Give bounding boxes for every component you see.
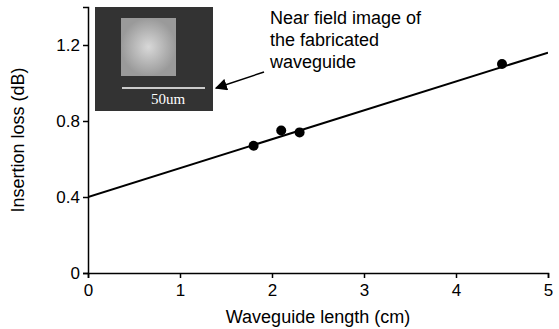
y-tick-label: 1.2 [56, 36, 80, 55]
y-tick-label: 0.8 [56, 112, 80, 131]
y-tick: 1.2 [56, 36, 88, 55]
x-tick-mark [548, 273, 550, 278]
y-tick-mark [83, 197, 88, 199]
y-tick-mark [83, 273, 88, 275]
x-tick-label: 5 [544, 281, 553, 300]
y-tick: 0.8 [56, 112, 88, 131]
chart: 0 1 2 3 4 5 0 0.4 0.8 1.2 Waveguide length (cm) Ins… [0, 0, 559, 329]
x-tick: 3 [360, 273, 369, 300]
x-tick: 0 [84, 273, 93, 300]
x-tick-mark [456, 273, 458, 278]
x-tick-mark [364, 273, 366, 278]
y-tick: 0 [71, 264, 88, 283]
data-point [276, 126, 286, 136]
inset-image: 50um [95, 7, 213, 111]
annotation: waveguide [269, 52, 356, 72]
y-axis-title: Insertion loss (dB) [8, 67, 28, 212]
x-tick: 4 [452, 273, 461, 300]
x-tick-mark [272, 273, 274, 278]
annotation: Near field image of [270, 8, 422, 28]
y-tick-label: 0.4 [56, 188, 80, 207]
y-tick-label: 0 [71, 264, 80, 283]
x-tick-label: 3 [360, 281, 369, 300]
waveguide-mode [121, 18, 176, 76]
x-axis: 0 1 2 3 4 5 [84, 273, 553, 300]
y-axis: 0 0.4 0.8 1.2 [56, 8, 88, 283]
x-tick-label: 4 [452, 281, 461, 300]
scale-bar [122, 87, 205, 89]
plot: 0 1 2 3 4 5 0 0.4 0.8 1.2 [56, 8, 553, 301]
x-tick-label: 2 [268, 281, 277, 300]
x-axis-line [89, 274, 549, 279]
scale-label: 50um [151, 91, 186, 107]
inset-background [95, 7, 213, 111]
x-tick: 2 [268, 273, 277, 300]
x-tick-label: 0 [84, 281, 93, 300]
y-tick-mark [83, 45, 88, 47]
x-tick: 1 [176, 273, 185, 300]
y-tick: 0.4 [56, 188, 88, 207]
y-axis-line [83, 8, 89, 274]
y-tick-mark [83, 121, 88, 123]
x-tick: 5 [544, 273, 553, 300]
annotation: the fabricated [270, 30, 379, 50]
x-tick-mark [180, 273, 182, 278]
annotation-arrow [216, 72, 264, 88]
x-tick-label: 1 [176, 281, 185, 300]
x-axis-title: Waveguide length (cm) [226, 307, 410, 327]
